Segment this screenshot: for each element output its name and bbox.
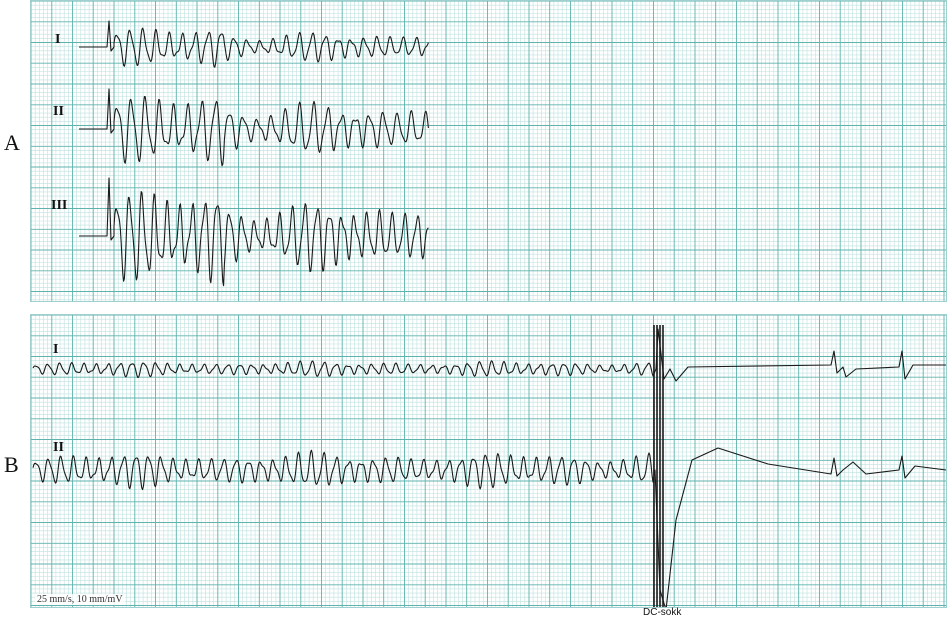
lead-label-b-1: I [53,342,59,357]
ecg-strip-b: I II 25 mm/s, 10 mm/mV [30,314,947,608]
ecg-strip-a: I II III [30,0,947,302]
grid-minor-lines [31,1,946,301]
panel-b-letter: B [4,452,19,477]
ecg-trace-a-lead-2 [79,88,429,167]
ecg-trace-a-lead-3 [79,177,429,287]
ecg-trace-b-lead-2 [32,447,946,607]
recording-speed-note: 25 mm/s, 10 mm/mV [35,594,125,605]
ecg-trace-a-lead-1 [79,20,429,68]
lead-label-a-3: III [51,198,68,213]
panel-a-letter: A [4,130,20,155]
lead-label-a-1: I [55,32,61,47]
ecg-strip-b-graphic [31,315,946,607]
ecg-strip-a-graphic [31,1,946,301]
dc-shock-marker-label: DC-sokk [643,607,682,618]
grid-major-lines [31,315,946,607]
lead-label-b-2: II [53,440,64,455]
lead-label-a-2: II [53,104,64,119]
grid-major-lines [31,1,946,301]
ecg-trace-b-lead-1 [32,328,946,382]
